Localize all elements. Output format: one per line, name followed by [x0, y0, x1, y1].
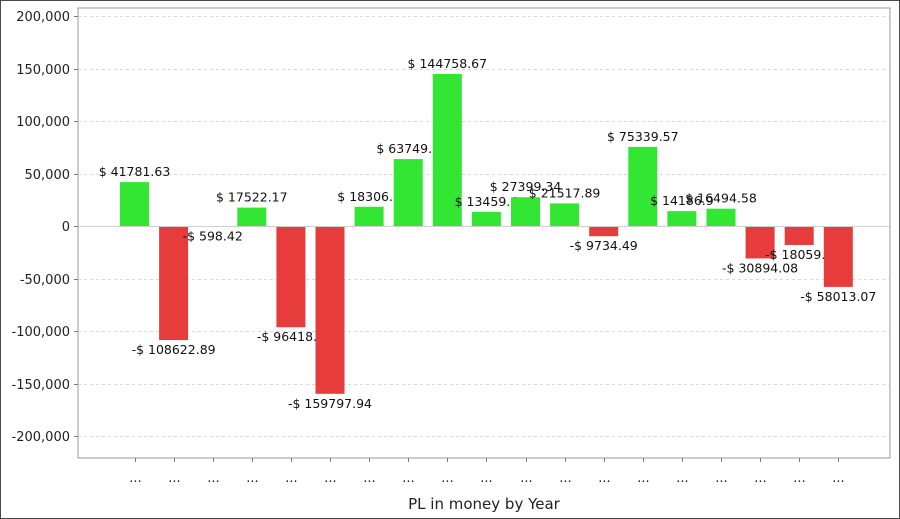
x-tick-label: ... [285, 471, 297, 486]
data-label: $ 17522.17 [216, 190, 288, 205]
x-tick-label: ... [129, 471, 141, 486]
x-tick-label: ... [598, 471, 610, 486]
x-tick-label: ... [832, 471, 844, 486]
data-label: -$ 58013.07 [800, 289, 876, 304]
bar [784, 226, 814, 245]
bar [432, 74, 462, 227]
bar [159, 226, 189, 341]
bar [823, 226, 853, 287]
x-tick-label: ... [793, 471, 805, 486]
bar [550, 203, 580, 226]
bar [237, 207, 267, 226]
data-label: $ 27399.34 [490, 179, 562, 194]
bar [589, 226, 619, 237]
x-axis-label: PL in money by Year [408, 495, 561, 513]
data-label: -$ 18059.3 [765, 247, 833, 262]
data-label: -$ 108622.89 [132, 342, 216, 357]
y-tick-label: 150,000 [16, 63, 70, 78]
y-tick-label: 0 [62, 220, 70, 235]
data-label: $ 13459.6 [455, 194, 519, 209]
x-tick-label: ... [246, 471, 258, 486]
x-tick-label: ... [559, 471, 571, 486]
data-label: $ 14186.9 [650, 193, 714, 208]
bar [120, 182, 149, 226]
data-label: -$ 96418.3 [257, 329, 325, 344]
x-tick-label: ... [480, 471, 492, 486]
data-label: $ 18306.3 [337, 189, 401, 204]
data-label: -$ 598.42 [183, 229, 243, 244]
y-tick-label: 50,000 [25, 168, 71, 183]
y-tick-label: -50,000 [20, 273, 70, 288]
y-tick-label: -200,000 [12, 430, 70, 445]
data-label: $ 41781.63 [99, 164, 171, 179]
bar [706, 208, 736, 226]
bar [511, 197, 540, 226]
x-tick-label: ... [676, 471, 688, 486]
bar [354, 206, 384, 226]
x-tick-label: ... [363, 471, 375, 486]
data-label: $ 16494.58 [685, 191, 757, 206]
data-label: $ 63749.5 [376, 141, 440, 156]
data-label: -$ 9734.49 [570, 238, 638, 253]
x-tick-label: ... [402, 471, 414, 486]
y-tick-label: -150,000 [12, 378, 70, 393]
data-label: $ 21517.89 [529, 185, 601, 200]
bar [667, 211, 697, 226]
data-label: -$ 159797.94 [288, 396, 372, 411]
data-label: -$ 30894.08 [722, 260, 798, 275]
x-tick-label: ... [754, 471, 766, 486]
y-tick-label: 200,000 [16, 10, 70, 25]
bar [393, 159, 423, 226]
data-label: $ 144758.67 [408, 56, 488, 71]
x-tick-label: ... [324, 471, 336, 486]
bar [276, 226, 306, 328]
x-tick-label: ... [715, 471, 727, 486]
x-tick-label: ... [441, 471, 453, 486]
data-label: $ 75339.57 [607, 129, 679, 144]
bar [628, 146, 658, 226]
y-tick-label: 100,000 [16, 115, 70, 130]
bar [471, 211, 501, 226]
x-tick-label: ... [207, 471, 219, 486]
x-tick-label: ... [637, 471, 649, 486]
y-tick-label: -100,000 [12, 325, 70, 340]
bar [315, 226, 345, 394]
x-tick-label: ... [520, 471, 532, 486]
x-tick-label: ... [168, 471, 180, 486]
bar [745, 226, 775, 259]
